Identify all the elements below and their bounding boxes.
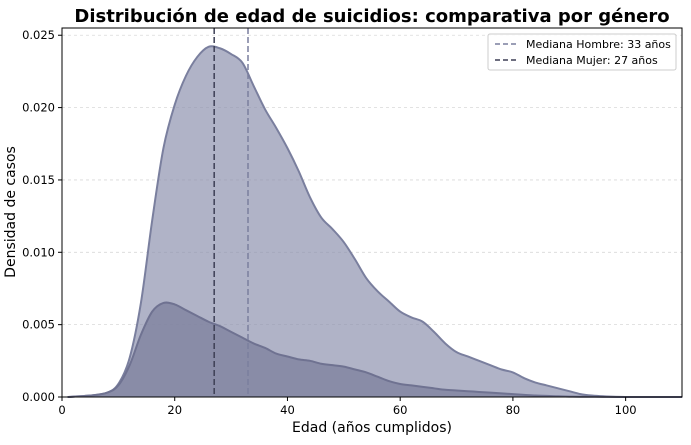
chart-title: Distribución de edad de suicidios: compa…: [74, 6, 669, 27]
y-tick-label-5: 0.025: [22, 28, 55, 42]
y-tick-label-0: 0.000: [22, 390, 55, 404]
y-tick-label-1: 0.005: [22, 318, 55, 332]
y-axis-ticks: 0.000 0.005 0.010 0.015 0.020 0.025: [22, 28, 62, 404]
density-line-1: [67, 301, 682, 398]
legend-box: [487, 33, 677, 71]
y-tick-label-2: 0.010: [22, 245, 55, 259]
x-axis-ticks: 0 20 40 60 80 100: [58, 397, 637, 417]
x-tick-label-4: 80: [506, 403, 521, 417]
x-tick-label-3: 60: [393, 403, 408, 417]
x-tick-label-2: 40: [280, 403, 295, 417]
density-area-1: [67, 302, 682, 397]
median-lines: [213, 28, 249, 397]
legend-label-female-median: Mediana Mujer: 27 años: [526, 54, 658, 67]
x-tick-label-1: 20: [167, 403, 182, 417]
y-axis-label: Densidad de casos: [3, 146, 19, 278]
plot-frame: [61, 27, 683, 398]
x-tick-label-0: 0: [58, 403, 65, 417]
legend: Mediana Hombre: 33 años Mediana Mujer: 2…: [487, 33, 677, 71]
x-tick-label-5: 100: [615, 403, 637, 417]
density-line-0: [67, 45, 682, 398]
density-area-0: [67, 46, 682, 397]
density-areas: [67, 45, 682, 398]
y-tick-label-4: 0.020: [22, 101, 55, 115]
x-axis-label: Edad (años cumplidos): [292, 420, 452, 436]
y-tick-label-3: 0.015: [22, 173, 55, 187]
legend-label-male-median: Mediana Hombre: 33 años: [526, 38, 671, 51]
